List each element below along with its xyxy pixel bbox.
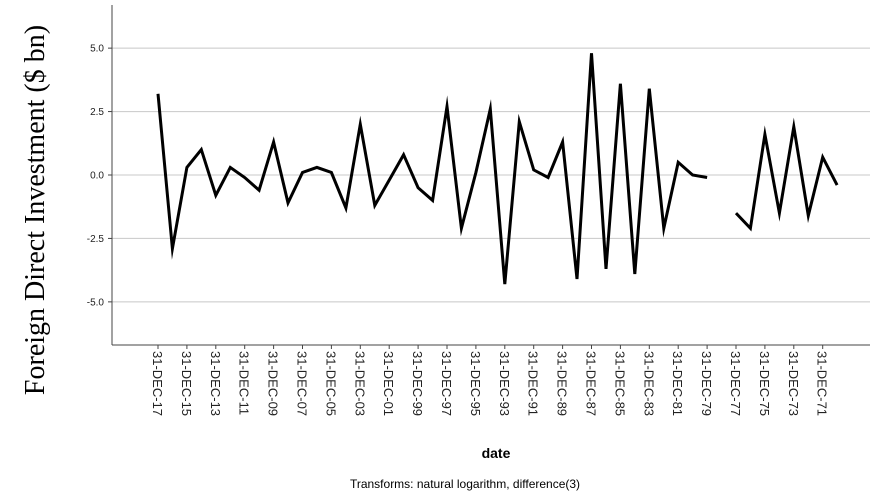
y-tick-label: 2.5: [90, 107, 104, 118]
x-tick-label: 31-DEC-71: [815, 351, 830, 416]
transforms-caption: Transforms: natural logarithm, differenc…: [350, 477, 580, 491]
series-lines: [156, 53, 839, 285]
y-tick-label: 5.0: [90, 44, 104, 55]
y-tick-label: -2.5: [87, 234, 105, 245]
x-tick-label: 31-DEC-13: [208, 351, 223, 416]
x-tick-label: 31-DEC-73: [786, 351, 801, 416]
x-tick-label: 31-DEC-79: [699, 351, 714, 416]
x-tick-label: 31-DEC-17: [150, 351, 165, 416]
gridlines: [112, 47, 870, 303]
x-tick-label: 31-DEC-83: [641, 351, 656, 416]
series-line-segment: [156, 53, 708, 285]
x-tick-label: 31-DEC-91: [526, 351, 541, 416]
x-tick-label: 31-DEC-95: [468, 351, 483, 416]
x-tick-label: 31-DEC-03: [352, 351, 367, 416]
x-tick-label: 31-DEC-81: [670, 351, 685, 416]
x-tick-label: 31-DEC-85: [612, 351, 627, 416]
x-tick-label: 31-DEC-01: [381, 351, 396, 416]
x-tick-label: 31-DEC-11: [237, 351, 252, 415]
x-tick-label: 31-DEC-05: [323, 351, 338, 416]
x-tick-labels: 31-DEC-17 31-DEC-15 31-DEC-13 31-DEC-11 31-D…: [150, 345, 830, 416]
y-tick-labels: -5.0 -2.5 0.0 2.5 5.0: [87, 44, 112, 308]
x-tick-label: 31-DEC-15: [179, 351, 194, 416]
x-tick-label: 31-DEC-07: [295, 351, 310, 416]
x-tick-label: 31-DEC-93: [497, 351, 512, 416]
series-line-segment: [734, 117, 839, 232]
x-tick-label: 31-DEC-89: [555, 351, 570, 416]
y-tick-label: 0.0: [90, 171, 104, 182]
x-tick-label: 31-DEC-87: [584, 351, 599, 416]
x-tick-label: 31-DEC-99: [410, 351, 425, 416]
x-tick-label: 31-DEC-09: [266, 351, 281, 416]
y-tick-label: -5.0: [87, 297, 105, 308]
x-tick-label: 31-DEC-97: [439, 351, 454, 416]
x-tick-label: 31-DEC-75: [757, 351, 772, 416]
x-tick-label: 31-DEC-77: [728, 351, 743, 416]
y-axis-label: Foreign Direct Investment ($ bn): [20, 25, 51, 395]
x-axis-label: date: [482, 445, 511, 461]
